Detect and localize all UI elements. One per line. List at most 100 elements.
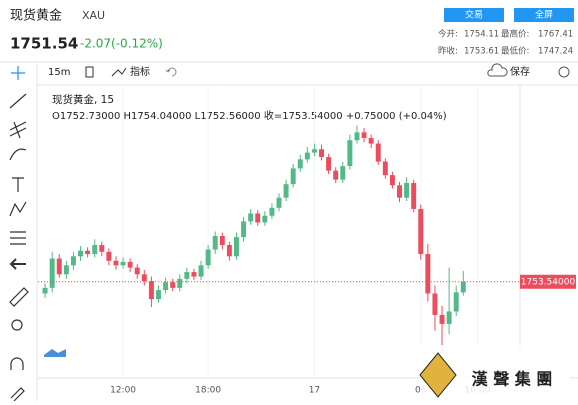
fullscreen-button[interactable] xyxy=(514,8,574,22)
ruler-tool[interactable] xyxy=(9,287,29,307)
candle-body xyxy=(92,245,98,255)
brush-tool[interactable] xyxy=(9,148,27,161)
candle-body xyxy=(120,261,126,266)
candle-body xyxy=(262,215,268,223)
candle-body xyxy=(113,260,119,266)
candle-body xyxy=(85,250,91,255)
last-price-tag xyxy=(520,274,576,289)
undo-icon[interactable] xyxy=(165,67,177,77)
candle-body xyxy=(198,265,204,277)
candle-body xyxy=(326,157,332,171)
cloud-icon[interactable] xyxy=(487,63,508,77)
symbol-name: 现货黄金 xyxy=(10,8,62,24)
candle-body xyxy=(446,311,452,324)
candle-body xyxy=(205,249,211,266)
back-tool[interactable] xyxy=(9,258,26,270)
candle-body xyxy=(404,183,410,198)
candle-body xyxy=(42,287,48,294)
candle-body xyxy=(241,221,247,238)
candle-body xyxy=(106,251,112,261)
candle-body xyxy=(368,137,374,144)
x-tick-label: 12:00 xyxy=(110,386,136,396)
candle-body xyxy=(212,236,218,250)
candle-body xyxy=(460,281,466,293)
fullscreen-button-label[interactable]: 全屏 xyxy=(535,9,553,21)
candle-body xyxy=(375,143,381,162)
logo-icon xyxy=(44,349,66,357)
candle-body xyxy=(219,236,225,246)
crosshair-tool[interactable] xyxy=(11,66,25,80)
indicators[interactable]: 指标 xyxy=(130,65,150,78)
candle-body xyxy=(340,166,346,180)
candle-body xyxy=(177,278,183,288)
price: 1751.54 xyxy=(10,35,78,53)
candle-body xyxy=(170,282,176,288)
stat-label: 今开: xyxy=(438,29,458,40)
trade-button-label[interactable]: 交易 xyxy=(465,9,483,21)
candle-body xyxy=(439,314,445,324)
candle-body xyxy=(184,272,190,279)
save[interactable]: 保存 xyxy=(510,65,530,78)
candle-body xyxy=(255,213,261,223)
stat-value: 1753.61 xyxy=(464,47,499,57)
stat-value: 1754.11 xyxy=(464,30,499,40)
legend-ohlc: O1752.73000 H1754.04000 L1752.56000 收=17… xyxy=(52,109,447,122)
candle-body xyxy=(425,254,431,294)
stat-value: 1767.41 xyxy=(538,30,573,40)
change: -2.07(-0.12%) xyxy=(80,37,163,51)
zoom-tool[interactable] xyxy=(11,319,23,331)
line-tool[interactable] xyxy=(9,93,27,109)
candle-body xyxy=(56,258,62,275)
interval[interactable]: 15m xyxy=(48,67,70,78)
symbol-code: XAU xyxy=(82,9,105,22)
x-tick-label: 17 xyxy=(309,386,320,396)
prediction-tool[interactable] xyxy=(10,231,26,245)
trade-button[interactable] xyxy=(444,8,504,22)
last-price-label: 1753.54000 xyxy=(521,277,576,287)
pattern-tool[interactable] xyxy=(9,201,27,217)
candle-body xyxy=(432,293,438,315)
stat-label: 最低价: xyxy=(501,46,529,57)
candle-body xyxy=(319,149,325,158)
candle-body xyxy=(389,175,395,186)
candle-body xyxy=(311,149,317,153)
candle-body xyxy=(411,183,417,209)
candle-body xyxy=(333,170,339,180)
candle-icon[interactable] xyxy=(85,66,94,78)
candle-body xyxy=(99,245,105,252)
text-tool[interactable] xyxy=(12,177,24,192)
magnet-tool[interactable] xyxy=(10,357,24,370)
indicator-icon[interactable] xyxy=(111,67,127,77)
candle-body xyxy=(297,159,303,169)
x-tick-label: 18:00 xyxy=(195,386,221,396)
candle-body xyxy=(418,208,424,255)
stat-value: 1747.24 xyxy=(538,47,573,57)
pencil-tool[interactable] xyxy=(10,387,25,402)
candle-body xyxy=(276,197,282,208)
candle-body xyxy=(354,132,360,141)
candle-body xyxy=(226,245,232,257)
fib-tool[interactable] xyxy=(9,121,27,139)
candle-body xyxy=(283,184,289,198)
candle-body xyxy=(163,282,169,291)
candle-body xyxy=(191,272,197,277)
stat-label: 最高价: xyxy=(501,29,529,40)
candle-body xyxy=(290,168,296,185)
candle-body xyxy=(70,256,76,266)
candle-body xyxy=(397,185,402,198)
candle-body xyxy=(453,292,459,312)
candle-body xyxy=(148,281,154,300)
watermark-logo xyxy=(419,352,457,398)
candle-body xyxy=(141,274,147,282)
candle-body xyxy=(382,161,388,176)
settings-icon[interactable] xyxy=(558,66,570,78)
legend-title: 现货黄金, 15 xyxy=(52,93,114,106)
candle-body xyxy=(127,261,133,268)
candle-body xyxy=(63,265,69,275)
candle-body xyxy=(134,267,140,275)
candle-body xyxy=(49,258,55,288)
